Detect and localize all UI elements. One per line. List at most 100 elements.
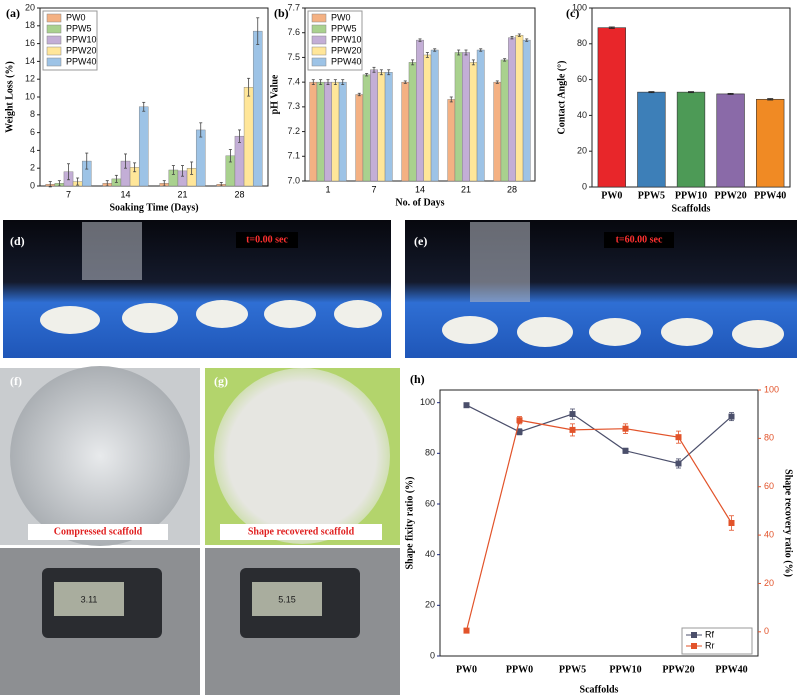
x-tick-label: PPW20	[714, 190, 746, 201]
bar	[243, 87, 254, 187]
y-tick-label: 80	[577, 38, 587, 48]
y-tick-label: 4	[30, 145, 35, 155]
y-tick-label: 16	[25, 38, 35, 48]
x-tick-label: 1	[325, 184, 330, 194]
legend-label: PPW5	[66, 23, 92, 33]
y2-tick-label: 80	[764, 433, 774, 443]
legend-label: PPW40	[331, 56, 362, 66]
marker	[463, 627, 470, 634]
bar	[462, 52, 470, 182]
y-axis-title: Contact Angle (°)	[556, 61, 567, 135]
y-tick-label: 60	[577, 74, 587, 84]
panel-label: (f)	[10, 374, 22, 388]
y-tick-label: 20	[577, 146, 587, 156]
y2-tick-label: 100	[764, 384, 779, 394]
scaffold	[196, 300, 248, 328]
legend-swatch	[46, 57, 62, 67]
panel-label: (g)	[214, 374, 228, 388]
x-tick-label: 21	[461, 184, 471, 194]
bar	[476, 49, 485, 182]
scaffold	[517, 317, 573, 347]
y-tick-label: 20	[425, 600, 435, 610]
marker	[728, 413, 735, 420]
x-tick-label: 7	[371, 184, 376, 194]
bar	[195, 129, 206, 187]
scaffold	[732, 320, 784, 348]
scaffold	[264, 300, 316, 328]
caption-box	[220, 524, 382, 540]
scaffold	[10, 366, 190, 546]
lcd	[252, 582, 322, 616]
x-tick-label: 14	[120, 189, 130, 199]
x-tick-label: PPW5	[638, 190, 665, 201]
marker	[675, 434, 682, 441]
readout: 5.15	[278, 594, 296, 604]
marker	[569, 411, 576, 418]
y-tick-label: 40	[577, 110, 587, 120]
caption-box	[28, 524, 168, 540]
y2-tick-label: 0	[764, 626, 769, 636]
legend-swatch	[311, 35, 327, 45]
marker	[622, 425, 629, 432]
y-axis-title: Weight Loss (%)	[4, 61, 15, 133]
bar	[756, 98, 785, 188]
bar	[408, 62, 417, 182]
bar	[522, 39, 531, 182]
bar	[384, 72, 393, 182]
x-tick-label: PPW10	[675, 190, 707, 201]
x-axis-title: Soaking Time (Days)	[109, 202, 198, 213]
panel-label: (e)	[414, 234, 427, 248]
bar	[454, 52, 463, 182]
y-tick-label: 80	[425, 448, 435, 458]
legend-label: PW0	[66, 12, 86, 22]
bar	[362, 74, 371, 182]
ruler	[82, 222, 142, 280]
series-line	[465, 419, 733, 631]
legend-label: PPW40	[66, 56, 97, 66]
bar	[324, 81, 332, 182]
readout: 3.11	[81, 594, 98, 604]
x-tick-label: PPW10	[609, 664, 641, 675]
y2-axis-title: Shape recovery ratio (%)	[783, 469, 794, 577]
bar	[234, 135, 245, 187]
y-tick-label: 7.0	[287, 175, 300, 185]
scaffold	[334, 300, 382, 328]
marker	[516, 428, 523, 435]
legend-label: Rf	[705, 629, 714, 639]
y-tick-label: 10	[25, 91, 35, 101]
bar	[331, 81, 340, 182]
bar	[493, 81, 502, 182]
y-tick-label: 18	[25, 20, 35, 30]
plot-frame	[439, 389, 759, 657]
bar	[370, 69, 378, 182]
marker	[569, 426, 576, 433]
y2-tick-label: 60	[764, 481, 774, 491]
bar	[676, 91, 706, 188]
legend-swatch	[691, 643, 697, 649]
y-tick-label: 7.1	[287, 151, 300, 161]
y-tick-label: 0	[582, 181, 587, 191]
bar	[423, 54, 432, 182]
photo	[3, 220, 391, 358]
bar	[138, 106, 149, 187]
y-tick-label: 14	[25, 56, 35, 66]
x-tick-label: 28	[234, 189, 244, 199]
y-tick-label: 7.3	[287, 101, 300, 111]
lcd	[54, 582, 124, 616]
photo-panel: (e) t=60.00 sec	[405, 220, 797, 358]
y-axis-title: Shape fixity ratio (%)	[404, 476, 415, 569]
bar	[597, 27, 626, 188]
x-tick-label: PW0	[601, 190, 622, 201]
bar	[252, 30, 263, 187]
x-tick-label: PPW20	[662, 664, 694, 675]
photo-panel: (f) Compressed scaffold 3.11	[0, 366, 200, 695]
bar	[377, 72, 386, 182]
scaffold	[122, 303, 178, 333]
caption: t=0.00 sec	[246, 234, 288, 245]
legend-swatch	[311, 13, 327, 23]
legend-swatch	[46, 35, 62, 45]
y-tick-label: 60	[425, 498, 435, 508]
marker	[728, 520, 735, 526]
x-tick-label: 28	[507, 184, 517, 194]
